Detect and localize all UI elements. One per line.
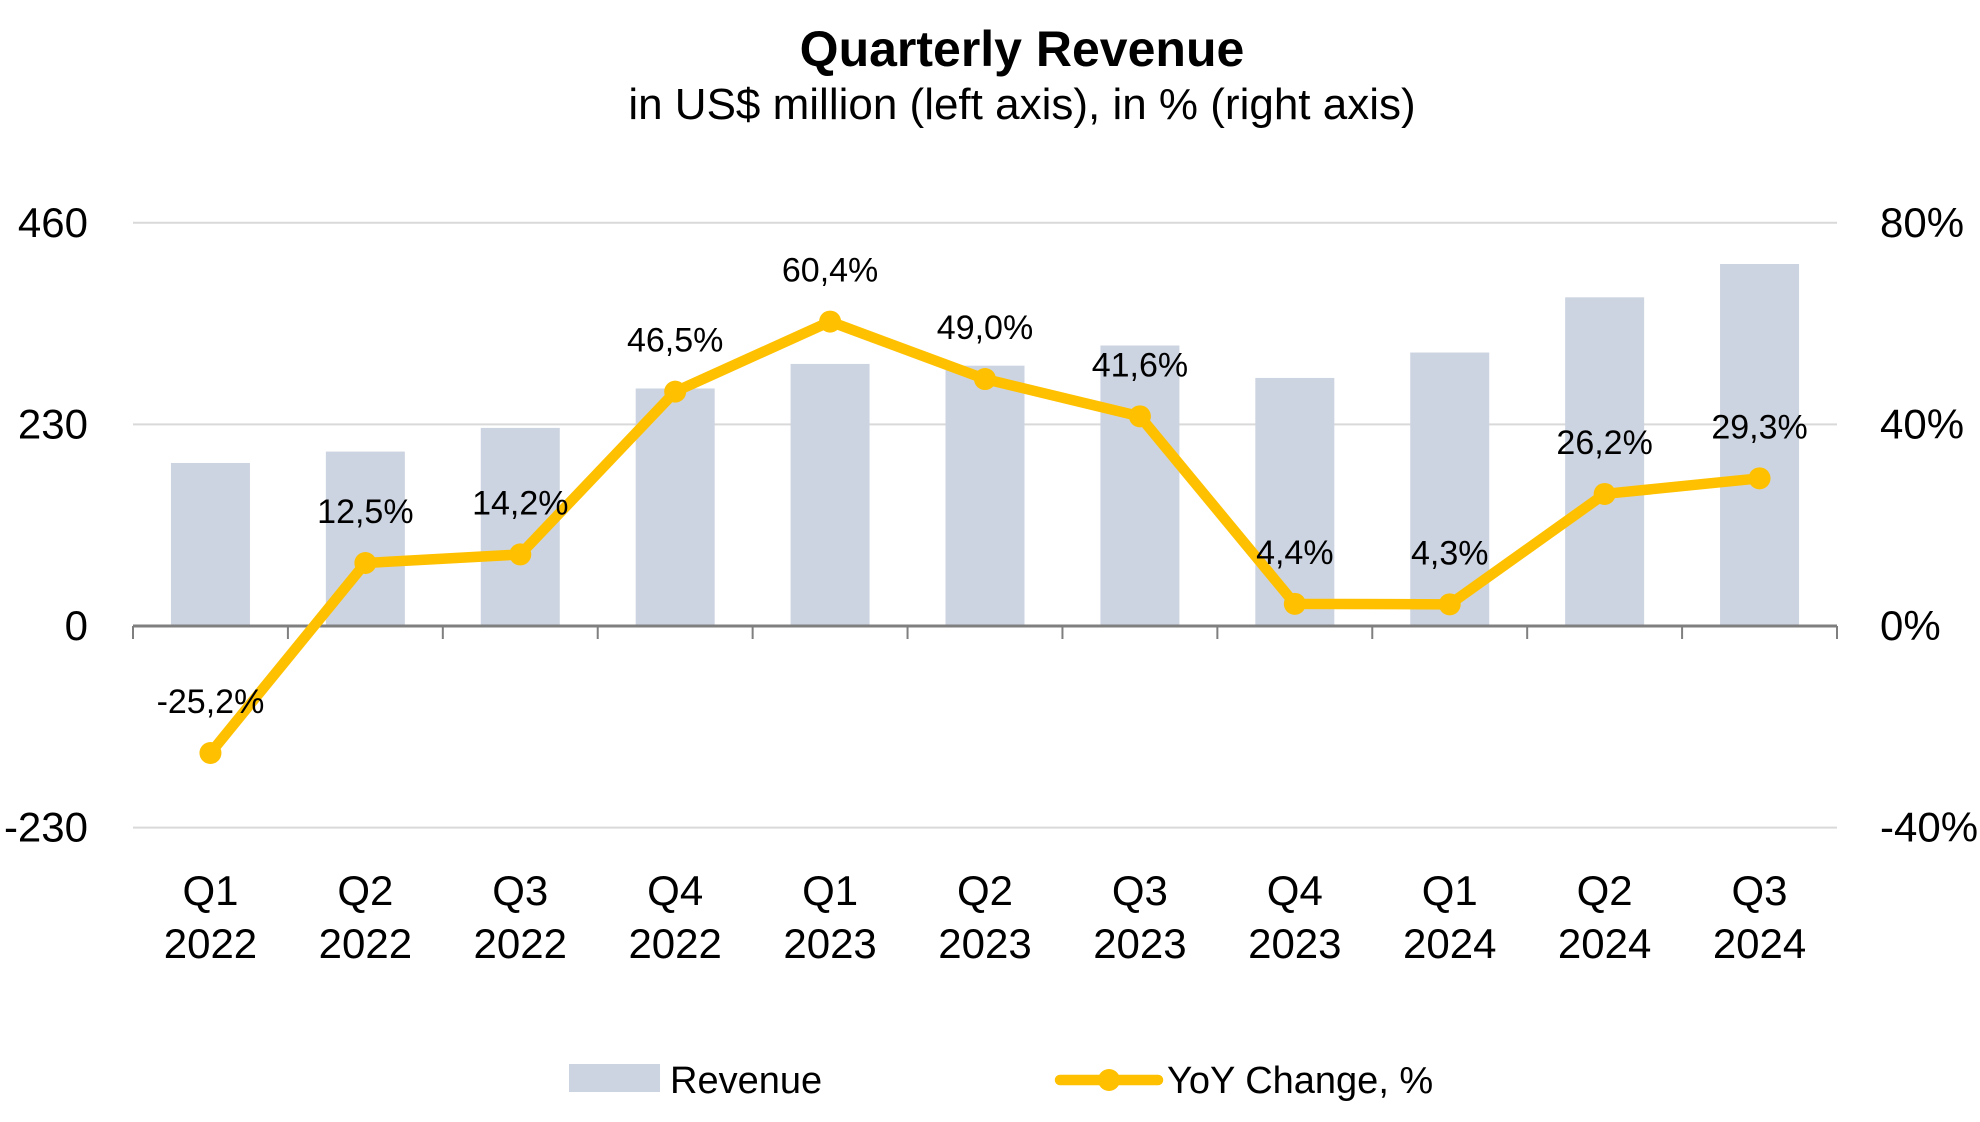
yoy-data-label: 29,3% bbox=[1711, 408, 1807, 446]
chart-title: Quarterly Revenue bbox=[800, 21, 1245, 77]
revenue-bars bbox=[170, 263, 1800, 626]
x-tick-label-year: 2022 bbox=[164, 920, 257, 967]
yoy-data-label: 41,6% bbox=[1092, 346, 1188, 384]
revenue-bar bbox=[170, 462, 250, 626]
legend-revenue-label: Revenue bbox=[670, 1060, 822, 1102]
yoy-data-label: 4,3% bbox=[1411, 534, 1489, 572]
right-axis-tick-label: 80% bbox=[1880, 199, 1964, 246]
x-tick-label-quarter: Q3 bbox=[1112, 867, 1168, 914]
x-tick-label-quarter: Q2 bbox=[337, 867, 393, 914]
chart-subtitle: in US$ million (left axis), in % (right … bbox=[628, 80, 1415, 129]
x-tick-label-year: 2023 bbox=[1093, 920, 1186, 967]
yoy-data-label: 49,0% bbox=[937, 309, 1033, 347]
left-axis-labels: 460 230 0 -230 bbox=[4, 199, 88, 851]
yoy-data-labels: -25,2% 12,5% 14,2% 46,5% 60,4% 49,0% 41,6% 4,4%… bbox=[157, 252, 1808, 721]
right-axis-labels: 80% 40% 0% -40% bbox=[1880, 199, 1978, 851]
yoy-data-label: 46,5% bbox=[627, 322, 723, 360]
x-tick-label-quarter: Q4 bbox=[1267, 867, 1323, 914]
left-axis-tick-label: 0 bbox=[65, 602, 88, 649]
yoy-marker bbox=[1283, 592, 1306, 615]
revenue-bar bbox=[1565, 297, 1645, 626]
legend-yoy-label: YoY Change, % bbox=[1167, 1060, 1433, 1102]
legend: Revenue YoY Change, % bbox=[569, 1060, 1433, 1102]
yoy-data-label: 60,4% bbox=[782, 252, 878, 290]
yoy-data-label: -25,2% bbox=[157, 683, 265, 721]
x-tick-label-year: 2024 bbox=[1558, 920, 1651, 967]
yoy-data-label: 12,5% bbox=[317, 493, 413, 531]
x-axis bbox=[132, 624, 1838, 639]
left-axis-tick-label: 230 bbox=[18, 400, 88, 447]
legend-item-revenue: Revenue bbox=[569, 1060, 822, 1102]
x-tick-label-year: 2022 bbox=[319, 920, 412, 967]
revenue-bar bbox=[635, 388, 715, 626]
revenue-bar bbox=[1100, 345, 1180, 626]
yoy-marker bbox=[1593, 482, 1616, 505]
right-axis-tick-label: 40% bbox=[1880, 400, 1964, 447]
x-tick-label-year: 2024 bbox=[1713, 920, 1806, 967]
x-tick-label-quarter: Q4 bbox=[647, 867, 703, 914]
left-axis-tick-label: 460 bbox=[18, 199, 88, 246]
x-tick-label-year: 2023 bbox=[783, 920, 876, 967]
x-tick-label-quarter: Q1 bbox=[802, 867, 858, 914]
x-tick-label-quarter: Q2 bbox=[957, 867, 1013, 914]
legend-item-yoy: YoY Change, % bbox=[1054, 1060, 1433, 1102]
x-tick-label-quarter: Q2 bbox=[1577, 867, 1633, 914]
left-axis-tick-label: -230 bbox=[4, 804, 88, 851]
yoy-marker bbox=[1128, 405, 1151, 428]
revenue-bar bbox=[790, 363, 870, 626]
yoy-marker bbox=[664, 380, 687, 403]
x-tick-label-quarter: Q3 bbox=[492, 867, 548, 914]
yoy-line-series bbox=[199, 310, 1771, 765]
yoy-marker bbox=[819, 310, 842, 333]
yoy-data-label: 4,4% bbox=[1256, 534, 1334, 572]
x-tick-label-year: 2022 bbox=[474, 920, 567, 967]
x-tick-label-year: 2022 bbox=[628, 920, 721, 967]
revenue-bar bbox=[945, 365, 1025, 626]
legend-yoy-dot-sample bbox=[1098, 1069, 1120, 1091]
yoy-data-label: 26,2% bbox=[1556, 424, 1652, 462]
legend-revenue-swatch bbox=[569, 1064, 660, 1092]
right-axis-tick-label: 0% bbox=[1880, 602, 1941, 649]
yoy-marker bbox=[1438, 593, 1461, 616]
yoy-marker bbox=[354, 552, 377, 574]
yoy-marker bbox=[509, 543, 532, 566]
yoy-marker bbox=[199, 742, 222, 765]
revenue-bar bbox=[1720, 263, 1800, 626]
x-tick-label-year: 2023 bbox=[1248, 920, 1341, 967]
right-axis-tick-label: -40% bbox=[1880, 804, 1978, 851]
x-tick-label-year: 2024 bbox=[1403, 920, 1496, 967]
revenue-bar bbox=[1255, 377, 1335, 626]
category-labels: Q1 2022 Q2 2022 Q3 2022 Q4 2022 Q1 2023 Q2 2023 Q3 20… bbox=[164, 867, 1807, 967]
x-tick-label-year: 2023 bbox=[938, 920, 1031, 967]
yoy-data-label: 14,2% bbox=[472, 484, 568, 522]
x-tick-label-quarter: Q1 bbox=[1422, 867, 1478, 914]
yoy-marker bbox=[974, 368, 996, 391]
yoy-marker bbox=[1748, 467, 1771, 490]
x-tick-label-quarter: Q3 bbox=[1732, 867, 1788, 914]
x-tick-label-quarter: Q1 bbox=[182, 867, 238, 914]
